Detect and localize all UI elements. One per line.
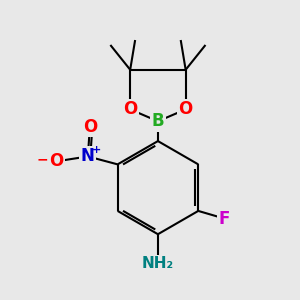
Text: F: F [218, 210, 230, 228]
Text: O: O [178, 100, 193, 118]
Text: NH₂: NH₂ [142, 256, 174, 272]
Text: −: − [37, 152, 48, 167]
Text: B: B [152, 112, 164, 130]
Text: N: N [81, 147, 95, 165]
Text: O: O [49, 152, 63, 170]
Text: +: + [92, 145, 101, 154]
Text: O: O [83, 118, 97, 136]
Text: O: O [123, 100, 137, 118]
